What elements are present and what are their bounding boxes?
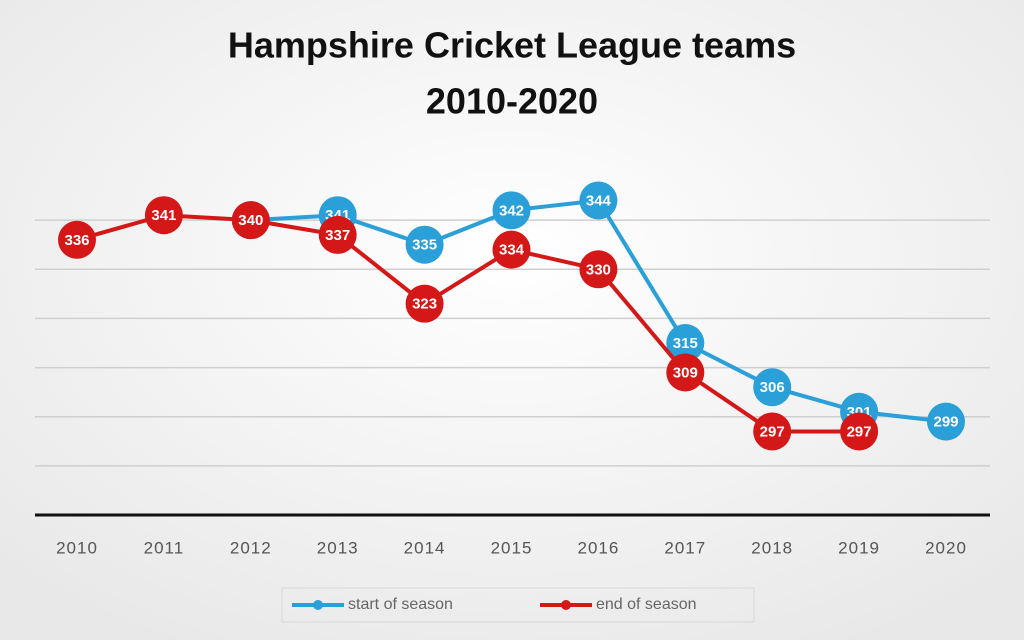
data-point xyxy=(405,225,444,264)
data-label: 340 xyxy=(238,212,263,229)
data-label: 297 xyxy=(760,423,785,440)
x-tick-label: 2020 xyxy=(925,538,967,557)
data-point xyxy=(927,402,965,441)
x-axis-labels: 2010 2011 2012 2013 2014 2015 2016 2017 2018 2019… xyxy=(56,538,967,557)
x-tick-label: 2011 xyxy=(144,538,185,557)
data-point xyxy=(753,412,792,451)
data-label: 336 xyxy=(64,232,89,249)
x-tick-label: 2012 xyxy=(230,538,272,557)
data-label: 323 xyxy=(412,296,437,313)
legend-marker xyxy=(313,600,323,610)
data-point xyxy=(318,215,357,254)
chart-subtitle: 2010-2020 xyxy=(426,81,598,122)
legend-label: end of season xyxy=(596,596,697,613)
data-label: 306 xyxy=(760,379,785,396)
data-point xyxy=(840,412,879,451)
data-label: 297 xyxy=(847,423,872,440)
chart-title: Hampshire Cricket League teams xyxy=(228,25,796,66)
data-point xyxy=(231,201,270,240)
x-tick-label: 2014 xyxy=(404,538,446,557)
x-tick-label: 2015 xyxy=(491,538,533,557)
data-label: 335 xyxy=(412,237,437,254)
data-label: 315 xyxy=(673,335,698,352)
data-point xyxy=(492,230,531,269)
x-tick-label: 2013 xyxy=(317,538,359,557)
x-tick-label: 2018 xyxy=(751,538,793,557)
data-label: 341 xyxy=(151,207,176,224)
grid xyxy=(35,219,990,517)
x-tick-label: 2016 xyxy=(577,538,619,557)
data-label: 344 xyxy=(586,192,612,209)
x-tick-label: 2010 xyxy=(56,538,98,557)
legend-marker xyxy=(561,600,571,610)
data-point xyxy=(492,191,531,230)
data-label: 337 xyxy=(325,227,350,244)
data-point xyxy=(58,220,96,259)
lines: 3403413353423443153063012993363413403373… xyxy=(58,181,965,451)
data-label: 334 xyxy=(499,242,525,259)
legend: start of season end of season xyxy=(292,596,697,613)
series-line xyxy=(76,213,860,434)
data-point xyxy=(579,250,618,289)
x-tick-label: 2019 xyxy=(838,538,880,557)
data-label: 309 xyxy=(673,364,698,381)
data-label: 299 xyxy=(933,414,958,431)
data-label: 330 xyxy=(586,261,611,278)
data-point xyxy=(405,284,444,323)
data-point xyxy=(144,196,183,235)
data-label: 342 xyxy=(499,202,524,219)
data-point xyxy=(579,181,618,220)
legend-box xyxy=(281,587,755,623)
data-point xyxy=(666,324,705,362)
data-point xyxy=(753,368,792,407)
data-point xyxy=(666,353,705,392)
legend-label: start of season xyxy=(348,596,453,613)
x-tick-label: 2017 xyxy=(664,538,706,557)
